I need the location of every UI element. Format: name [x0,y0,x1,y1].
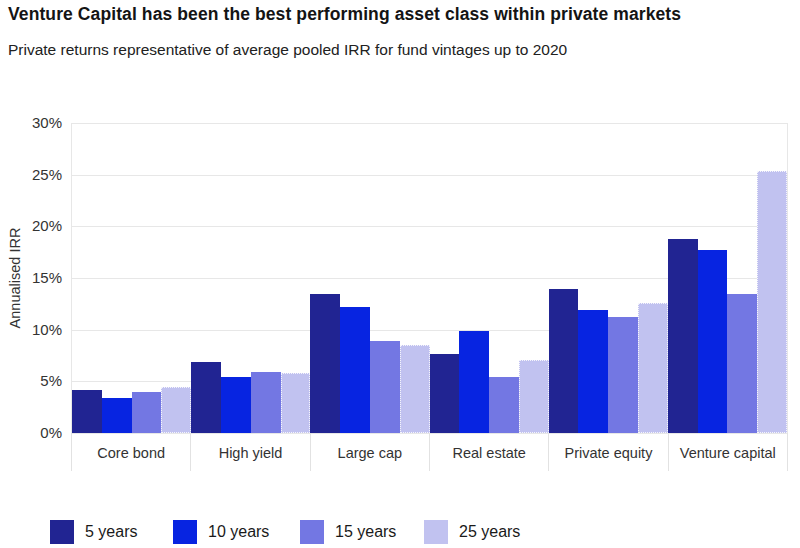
x-axis-labels: Core bondHigh yieldLarge capReal estateP… [71,433,788,471]
legend-label-5-years: 5 years [85,523,137,541]
y-tick-label-5: 5% [0,372,62,390]
bar-5-years-large-cap [310,294,340,434]
bar-group-venture-capital [668,123,787,433]
bar-group-real-estate [430,123,549,433]
legend-swatch-10-years [173,520,197,544]
bar-group-core-bond [72,123,191,433]
bar-25-years-large-cap [400,345,430,433]
bar-5-years-high-yield [191,362,221,433]
legend-item-10-years[interactable]: 10 years [173,520,269,544]
bar-5-years-private-equity [549,289,579,433]
bar-15-years-high-yield [251,372,281,433]
bar-5-years-real-estate [430,354,460,433]
legend-label-25-years: 25 years [459,523,520,541]
bar-group-high-yield [191,123,310,433]
plot-area [71,123,788,433]
y-tick-label-0: 0% [0,424,62,442]
x-label-real-estate: Real estate [429,433,548,471]
bar-25-years-real-estate [519,360,549,433]
y-tick-label-15: 15% [0,269,62,287]
chart-container: Venture Capital has been the best perfor… [0,0,800,548]
bar-15-years-large-cap [370,341,400,433]
x-label-venture-capital: Venture capital [668,433,787,471]
bar-25-years-venture-capital [757,171,787,433]
bar-10-years-private-equity [578,310,608,433]
bar-25-years-core-bond [161,387,191,434]
y-tick-label-10: 10% [0,321,62,339]
bar-15-years-real-estate [489,377,519,433]
x-label-core-bond: Core bond [71,433,190,471]
bar-10-years-venture-capital [698,250,728,433]
legend-swatch-25-years [424,520,448,544]
y-tick-label-30: 30% [0,114,62,132]
bar-25-years-high-yield [281,373,311,433]
bar-10-years-real-estate [459,331,489,433]
x-label-high-yield: High yield [190,433,309,471]
legend-item-5-years[interactable]: 5 years [50,520,137,544]
bar-group-private-equity [549,123,668,433]
bar-25-years-private-equity [638,303,668,433]
bar-10-years-core-bond [102,398,132,433]
legend-label-15-years: 15 years [335,523,396,541]
chart-subtitle: Private returns representative of averag… [8,41,567,59]
bar-5-years-core-bond [72,390,102,433]
bar-10-years-high-yield [221,377,251,433]
legend-swatch-5-years [50,520,74,544]
x-label-large-cap: Large cap [310,433,429,471]
bar-15-years-private-equity [608,317,638,433]
legend-swatch-15-years [300,520,324,544]
bar-15-years-venture-capital [727,294,757,434]
y-tick-label-25: 25% [0,166,62,184]
bar-groups [72,123,787,433]
legend-label-10-years: 10 years [208,523,269,541]
bar-10-years-large-cap [340,307,370,433]
x-label-private-equity: Private equity [548,433,667,471]
legend-item-15-years[interactable]: 15 years [300,520,396,544]
legend-item-25-years[interactable]: 25 years [424,520,520,544]
y-tick-label-20: 20% [0,217,62,235]
bar-5-years-venture-capital [668,239,698,433]
chart-title: Venture Capital has been the best perfor… [8,4,681,25]
bar-group-large-cap [310,123,429,433]
bar-15-years-core-bond [132,392,162,433]
